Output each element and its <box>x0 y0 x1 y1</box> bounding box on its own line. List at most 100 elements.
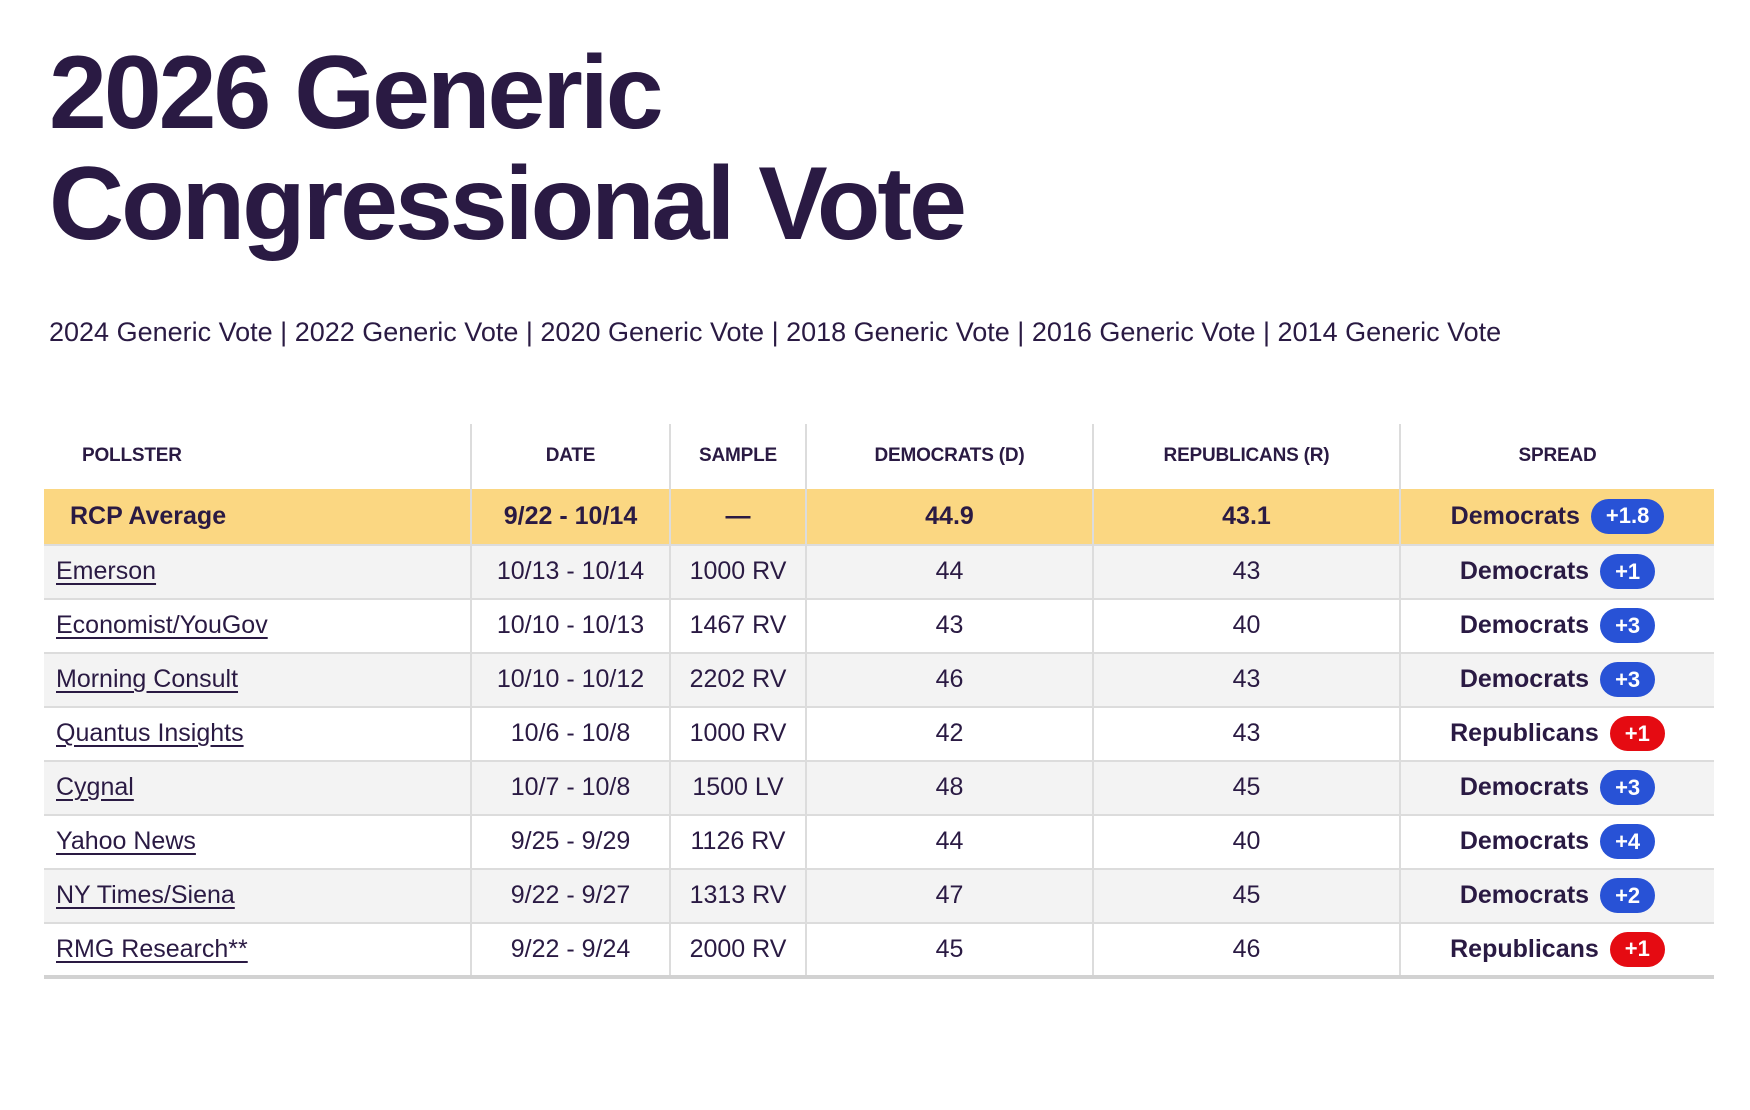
spread-party: Democrats <box>1459 773 1590 802</box>
spread-party: Democrats <box>1459 827 1590 856</box>
sample-cell: 1500 LV <box>669 759 806 815</box>
spread-cell: Republicans +1 <box>1399 705 1714 761</box>
table-row: Economist/YouGov 10/10 - 10/13 1467 RV 4… <box>44 597 1714 653</box>
rcp-average-row: RCP Average 9/22 - 10/14 — 44.9 43.1 Dem… <box>44 488 1714 545</box>
poll-table: POLLSTER DATE SAMPLE DEMOCRATS (D) REPUB… <box>44 423 1714 979</box>
col-header-spread: SPREAD <box>1399 423 1714 489</box>
nav-link-2022-generic-vote[interactable]: 2022 Generic Vote <box>294 316 519 347</box>
spread-cell: Democrats +1 <box>1399 543 1714 599</box>
spread-party: Democrats <box>1459 557 1590 586</box>
sample-cell: 2000 RV <box>669 921 806 977</box>
spread-party: Republicans <box>1450 934 1599 963</box>
republicans-value-cell: 45 <box>1092 759 1400 815</box>
spread-cell: Republicans +1 <box>1399 921 1714 977</box>
pollster-cell: Emerson <box>44 543 471 599</box>
pollster-link[interactable]: Economist/YouGov <box>56 611 268 640</box>
nav-link-2018-generic-vote[interactable]: 2018 Generic Vote <box>786 316 1010 347</box>
date-cell: 9/25 - 9/29 <box>470 813 670 869</box>
average-democrats-value: 44.9 <box>805 488 1093 545</box>
pollster-link[interactable]: RMG Research** <box>56 934 248 963</box>
nav-link-2016-generic-vote[interactable]: 2016 Generic Vote <box>1031 316 1256 347</box>
spread-cell: Democrats +3 <box>1399 597 1714 653</box>
nav-separator: | <box>1009 316 1032 347</box>
pollster-cell: NY Times/Siena <box>44 867 471 923</box>
sample-cell: 1126 RV <box>669 813 806 869</box>
republicans-value-cell: 43 <box>1092 543 1400 599</box>
col-header-date: DATE <box>470 423 670 489</box>
table-row: Morning Consult 10/10 - 10/12 2202 RV 46… <box>44 651 1714 707</box>
pollster-cell: Quantus Insights <box>44 705 471 761</box>
spread-party: Democrats <box>1459 611 1590 640</box>
pollster-link[interactable]: Cygnal <box>56 773 134 802</box>
sample-cell: 1000 RV <box>669 705 806 761</box>
democrats-value-cell: 44 <box>805 813 1093 869</box>
average-pollster-label: RCP Average <box>70 501 227 530</box>
republicans-value-cell: 46 <box>1092 921 1400 977</box>
spread-pill: +3 <box>1600 770 1656 806</box>
spread-cell: Democrats +2 <box>1399 867 1714 923</box>
table-row: Emerson 10/13 - 10/14 1000 RV 44 43 Demo… <box>44 543 1714 599</box>
pollster-link[interactable]: NY Times/Siena <box>56 881 235 910</box>
col-header-republicans: REPUBLICANS (R) <box>1092 423 1400 489</box>
date-cell: 10/7 - 10/8 <box>470 759 670 815</box>
sample-cell: 1000 RV <box>669 543 806 599</box>
year-nav: 2024 Generic Vote | 2022 Generic Vote | … <box>49 311 1529 354</box>
pollster-link[interactable]: Quantus Insights <box>56 719 244 748</box>
democrats-value-cell: 46 <box>805 651 1093 707</box>
democrats-value-cell: 44 <box>805 543 1093 599</box>
col-header-democrats: DEMOCRATS (D) <box>805 423 1093 489</box>
date-cell: 10/10 - 10/12 <box>470 651 670 707</box>
democrats-value-cell: 42 <box>805 705 1093 761</box>
republicans-value-cell: 40 <box>1092 597 1400 653</box>
average-date: 9/22 - 10/14 <box>470 488 670 545</box>
democrats-value-cell: 47 <box>805 867 1093 923</box>
spread-pill: +1 <box>1609 716 1665 752</box>
pollster-link[interactable]: Yahoo News <box>56 827 196 856</box>
spread-party: Republicans <box>1450 719 1599 748</box>
republicans-value-cell: 43 <box>1092 651 1400 707</box>
average-spread-pill: +1.8 <box>1590 498 1665 534</box>
republicans-value-cell: 43 <box>1092 705 1400 761</box>
spread-party: Democrats <box>1459 881 1590 910</box>
table-row: RMG Research** 9/22 - 9/24 2000 RV 45 46… <box>44 921 1714 977</box>
democrats-value-cell: 48 <box>805 759 1093 815</box>
table-row: NY Times/Siena 9/22 - 9/27 1313 RV 47 45… <box>44 867 1714 923</box>
pollster-link[interactable]: Emerson <box>56 557 157 586</box>
pollster-cell: Morning Consult <box>44 651 471 707</box>
average-spread-party: Democrats <box>1450 501 1580 530</box>
table-row: Yahoo News 9/25 - 9/29 1126 RV 44 40 Dem… <box>44 813 1714 869</box>
nav-separator: | <box>1255 316 1278 347</box>
democrats-value-cell: 43 <box>805 597 1093 653</box>
date-cell: 10/13 - 10/14 <box>470 543 670 599</box>
spread-pill: +3 <box>1600 608 1656 644</box>
republicans-value-cell: 40 <box>1092 813 1400 869</box>
spread-cell: Democrats +3 <box>1399 651 1714 707</box>
spread-party: Democrats <box>1459 665 1590 694</box>
spread-pill: +2 <box>1600 878 1656 914</box>
pollster-link[interactable]: Morning Consult <box>56 665 239 694</box>
average-republicans-value: 43.1 <box>1092 488 1400 545</box>
nav-link-2020-generic-vote[interactable]: 2020 Generic Vote <box>540 316 765 347</box>
nav-separator: | <box>764 316 787 347</box>
pollster-cell: Cygnal <box>44 759 471 815</box>
spread-cell: Democrats +3 <box>1399 759 1714 815</box>
spread-cell: Democrats +4 <box>1399 813 1714 869</box>
nav-separator: | <box>272 316 295 347</box>
nav-link-2024-generic-vote[interactable]: 2024 Generic Vote <box>49 316 273 347</box>
average-sample: — <box>669 488 806 545</box>
spread-pill: +3 <box>1600 662 1656 698</box>
sample-cell: 1313 RV <box>669 867 806 923</box>
date-cell: 10/10 - 10/13 <box>470 597 670 653</box>
nav-link-2014-generic-vote[interactable]: 2014 Generic Vote <box>1277 316 1502 347</box>
average-spread-cell: Democrats +1.8 <box>1399 488 1714 545</box>
col-header-pollster: POLLSTER <box>44 423 471 489</box>
date-cell: 9/22 - 9/24 <box>470 921 670 977</box>
sample-cell: 2202 RV <box>669 651 806 707</box>
date-cell: 10/6 - 10/8 <box>470 705 670 761</box>
table-row: Quantus Insights 10/6 - 10/8 1000 RV 42 … <box>44 705 1714 761</box>
democrats-value-cell: 45 <box>805 921 1093 977</box>
col-header-sample: SAMPLE <box>669 423 806 489</box>
pollster-cell: Economist/YouGov <box>44 597 471 653</box>
spread-pill: +1 <box>1609 931 1665 967</box>
date-cell: 9/22 - 9/27 <box>470 867 670 923</box>
